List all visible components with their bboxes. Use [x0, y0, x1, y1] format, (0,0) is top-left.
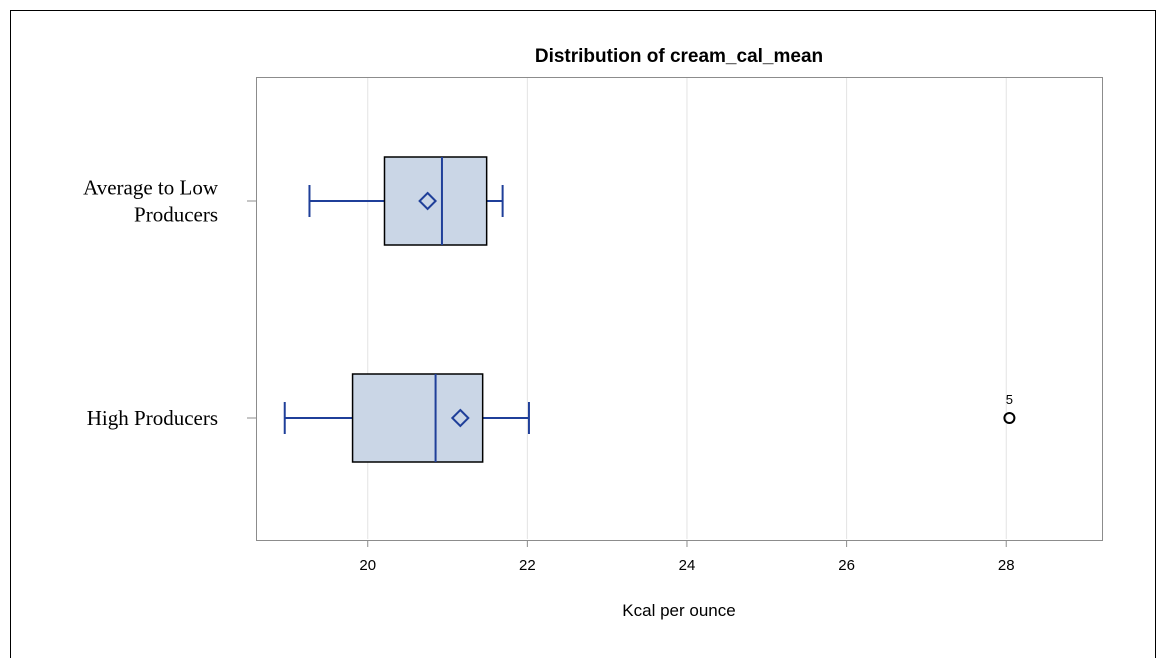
x-tick-label: 20 — [359, 557, 376, 574]
mean-marker — [418, 191, 438, 211]
axis-layer: 20 22 24 26 28 Average to Low Producers High Pr… — [83, 176, 1014, 575]
box-iqr — [351, 373, 484, 463]
outer-frame — [10, 10, 1156, 663]
y-category-label: Average to Low — [83, 176, 219, 200]
chart-title: Distribution of cream_cal_mean — [535, 46, 823, 67]
plot-frame — [256, 77, 1103, 541]
x-tick-label: 26 — [838, 557, 855, 574]
x-tick-label: 22 — [519, 557, 536, 574]
box-group: 5 — [283, 373, 1016, 463]
outlier-point — [1003, 412, 1016, 424]
y-category-label: Producers — [134, 203, 218, 227]
mean-marker — [450, 408, 470, 428]
x-axis-title: Kcal per ounce — [622, 601, 735, 620]
outlier-label: 5 — [1006, 392, 1013, 407]
x-tick-label: 24 — [679, 557, 696, 574]
box-iqr — [383, 156, 488, 246]
grid-layer — [367, 78, 1007, 539]
box-layer: 5 — [283, 156, 1016, 463]
y-category-label: High Producers — [87, 406, 218, 430]
x-tick-label: 28 — [998, 557, 1015, 574]
box-group — [308, 156, 504, 246]
